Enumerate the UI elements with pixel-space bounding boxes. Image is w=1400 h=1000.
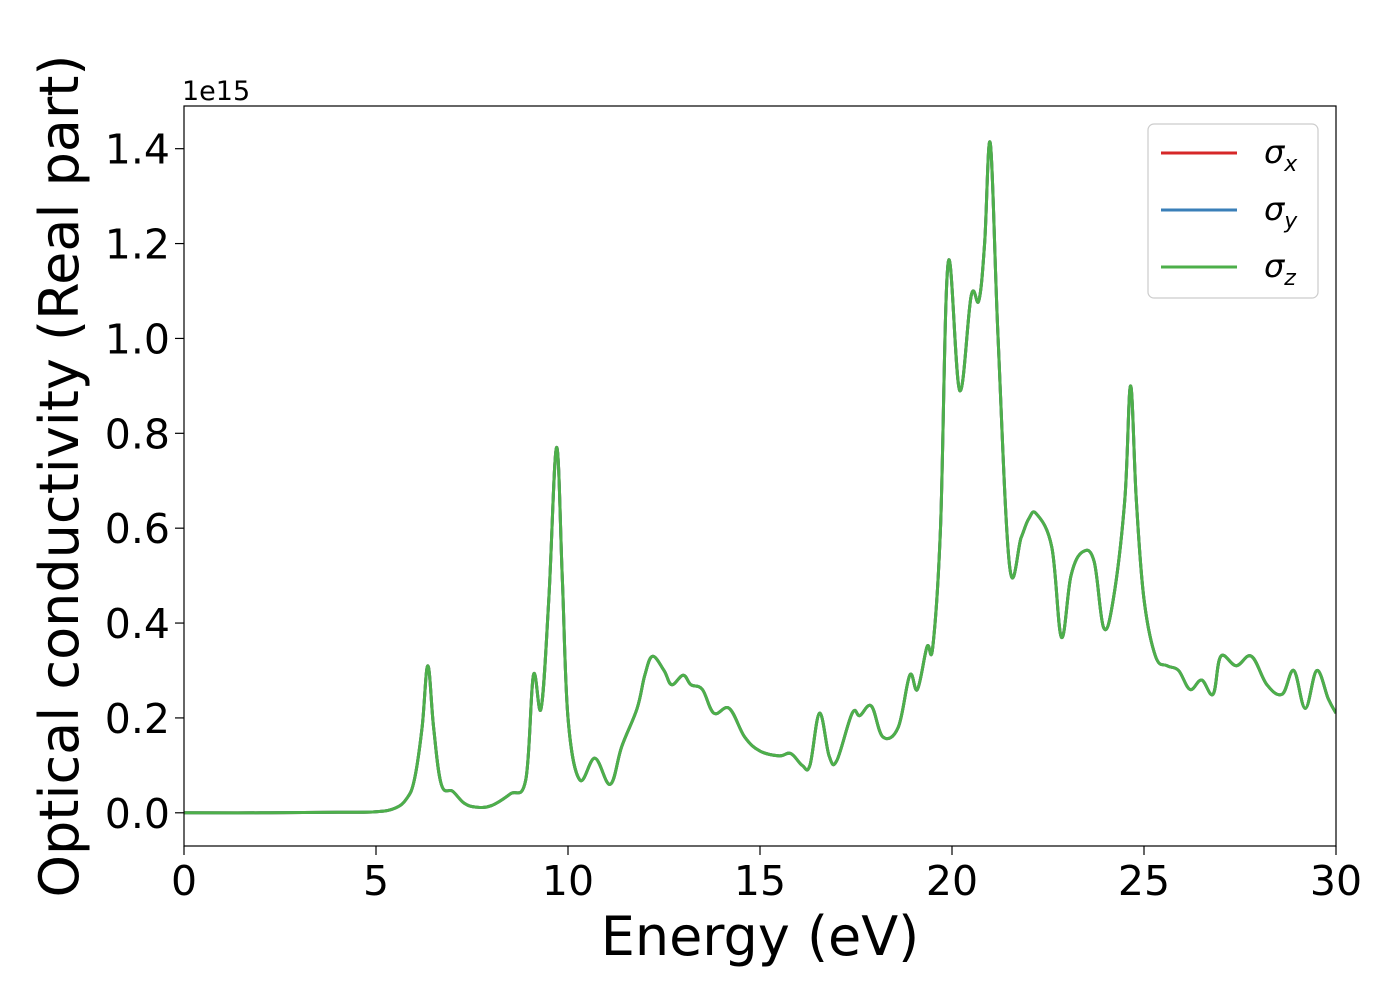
legend-symbol: σ <box>1264 247 1286 285</box>
legend-subscript: z <box>1283 266 1296 291</box>
x-axis-label: Energy (eV) <box>601 905 920 968</box>
y-tick-label: 0.8 <box>105 410 170 458</box>
legend-symbol: σ <box>1264 133 1286 171</box>
x-tick-label: 20 <box>926 857 978 905</box>
legend-label-z: σz <box>1264 247 1296 291</box>
y-axis-label: Optical conductivity (Real part) <box>28 55 91 898</box>
legend-symbol: σ <box>1264 190 1286 228</box>
legend-subscript: y <box>1283 209 1298 234</box>
x-tick-label: 10 <box>542 857 594 905</box>
y-tick-label: 0.4 <box>105 600 170 648</box>
y-offset-label: 1e15 <box>182 76 250 107</box>
y-tick-label: 0.2 <box>105 695 170 743</box>
y-tick-label: 0.0 <box>105 790 170 838</box>
y-tick-label: 1.0 <box>105 315 170 363</box>
y-tick-label: 0.6 <box>105 505 170 553</box>
x-axis-ticks: 0 5 10 15 20 25 30 <box>171 846 1362 905</box>
series-layer <box>184 140 1336 815</box>
x-tick-label: 0 <box>171 857 197 905</box>
x-tick-label: 5 <box>363 857 389 905</box>
y-tick-label: 1.2 <box>105 221 170 269</box>
x-tick-label: 15 <box>734 857 786 905</box>
x-tick-label: 30 <box>1310 857 1362 905</box>
legend-label-x: σx <box>1264 133 1298 177</box>
x-tick-label: 25 <box>1118 857 1170 905</box>
y-axis-ticks: 0.0 0.2 0.4 0.6 0.8 1.0 1.2 1.4 <box>105 126 184 838</box>
legend-label-y: σy <box>1264 190 1298 234</box>
y-tick-label: 1.4 <box>105 126 170 174</box>
series-line-z <box>184 140 1336 815</box>
legend-subscript: x <box>1283 152 1298 177</box>
